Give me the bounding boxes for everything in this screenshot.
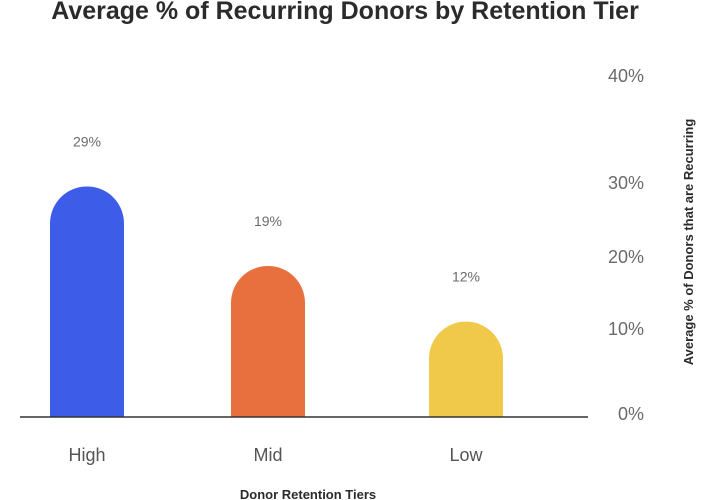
chart-title: Average % of Recurring Donors by Retenti… (51, 0, 639, 25)
x-axis-title: Donor Retention Tiers (240, 487, 376, 500)
bar-low (429, 321, 503, 417)
y-tick-label-30: 30% (608, 173, 644, 193)
bar-mid (231, 265, 305, 417)
category-label-mid: Mid (253, 445, 282, 465)
bars-layer (50, 186, 503, 417)
y-tick-label-40: 40% (608, 66, 644, 86)
data-label-low: 12% (452, 269, 480, 285)
category-label-low: Low (449, 445, 483, 465)
data-label-mid: 19% (254, 213, 282, 229)
labels-layer: 29% High 19% Mid 12% Low (68, 133, 483, 465)
y-tick-label-10: 10% (608, 319, 644, 339)
y-tick-label-20: 20% (608, 247, 644, 267)
y-ticks-layer: 0% 10% 20% 30% 40% (608, 66, 644, 424)
y-axis-title: Average % of Donors that are Recurring (681, 119, 696, 366)
category-label-high: High (68, 445, 105, 465)
bar-high (50, 186, 124, 417)
y-tick-label-0: 0% (618, 404, 644, 424)
data-label-high: 29% (73, 133, 101, 149)
